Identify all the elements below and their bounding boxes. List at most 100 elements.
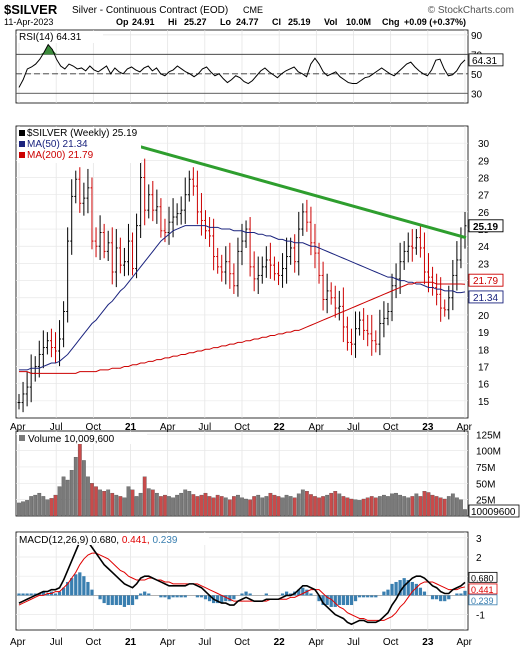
volume-bar [94, 486, 98, 517]
volume-bar [288, 496, 293, 517]
macd-histogram-bar [147, 593, 151, 596]
quote-value-close: 25.19 [288, 17, 311, 27]
volume-bar [187, 491, 192, 517]
volume-bar [276, 496, 281, 517]
quote-value-open: 24.91 [132, 17, 155, 27]
macd-histogram-bar [167, 595, 171, 600]
macd-histogram-bar [341, 595, 345, 606]
macd-histogram-bar [248, 593, 252, 596]
volume-bar [29, 496, 34, 517]
x-tick-label-price: Apr [160, 422, 176, 433]
volume-bar [110, 492, 115, 517]
volume-bar [167, 496, 171, 517]
macd-histogram-bar [90, 589, 94, 596]
volume-bar [325, 494, 330, 517]
price-tick-label: 15 [478, 397, 490, 408]
price-legend-bg [17, 127, 141, 163]
volume-bar [25, 500, 29, 517]
macd-histogram-bar [199, 595, 204, 598]
volume-bar [252, 496, 257, 517]
macd-histogram-bar [41, 591, 45, 596]
macd-histogram-bar [430, 595, 435, 600]
x-tick-label-macd: Apr [10, 637, 26, 648]
macd-tag-value: 0.239 [471, 596, 494, 606]
volume-bar [69, 470, 74, 517]
macd-line [18, 538, 466, 626]
macd-histogram-bar [443, 595, 447, 602]
volume-bar [191, 494, 196, 517]
macd-histogram-bar [86, 581, 90, 596]
vol-legend: Volume 10,009,600 [28, 434, 115, 445]
volume-bar [382, 494, 386, 517]
x-tick-label-price: 23 [422, 422, 434, 433]
x-tick-label-macd: 23 [422, 637, 434, 648]
volume-bar [333, 491, 338, 517]
volume-bar [223, 497, 228, 517]
macd-histogram-bar [410, 581, 414, 596]
x-tick-label-price: Jul [198, 422, 211, 433]
price-tick-label: 23 [478, 259, 490, 270]
vol-current-value: 10009600 [471, 507, 516, 518]
macd-histogram-bar [203, 595, 208, 600]
macd-tag [468, 583, 498, 595]
quote-label-low: Lo [220, 17, 231, 27]
quote-label-chg: Chg [382, 17, 400, 27]
price-legend-entry: MA(50) 21.34 [27, 139, 88, 150]
volume-bar [434, 496, 439, 517]
macd-histogram-bar [102, 595, 106, 604]
macd-histogram-bar [139, 593, 143, 596]
price-tag-value: 25.19 [473, 222, 498, 233]
volume-bar [260, 497, 265, 517]
volume-bar [394, 492, 398, 517]
macd-histogram-bar [130, 595, 135, 606]
macd-histogram-bar [122, 595, 127, 607]
price-legend-entry: $SILVER (Weekly) 25.19 [27, 128, 138, 139]
x-tick-label-price: Apr [456, 422, 472, 433]
macd-histogram-bar [78, 572, 82, 596]
volume-bar [280, 497, 285, 517]
macd-histogram-bar [264, 593, 268, 596]
ma200-line [19, 281, 466, 374]
x-tick-label-macd: Oct [234, 637, 250, 648]
volume-bar [296, 493, 301, 517]
macd-histogram-bar [82, 576, 86, 596]
quote-value-low: 24.77 [236, 17, 259, 27]
macd-histogram-bar [422, 591, 427, 596]
volume-bar [86, 476, 90, 517]
volume-bar [264, 496, 269, 517]
macd-histogram-bar [240, 593, 244, 596]
price-tick-label: 28 [478, 174, 490, 185]
macd-histogram-bar [321, 595, 325, 606]
volume-bar [146, 488, 151, 517]
vol-legend-bg [17, 432, 147, 444]
price-tick-label: 29 [478, 156, 490, 167]
x-tick-label-price: 21 [125, 422, 137, 433]
price-tag [468, 273, 504, 287]
macd-histogram-bar [382, 591, 386, 596]
volume-bar [398, 494, 403, 517]
volume-bar [171, 497, 175, 517]
volume-bar [463, 509, 467, 517]
volume-bar [309, 494, 313, 517]
volume-bar [459, 499, 463, 517]
volume-bar [455, 497, 459, 517]
macd-histogram-bar [394, 581, 398, 596]
volume-bar [272, 494, 277, 517]
volume-bar [195, 496, 200, 517]
macd-histogram-bar [175, 595, 179, 598]
x-tick-label-macd: 21 [125, 637, 137, 648]
macd-signal-line [18, 552, 466, 621]
rsi-current-value: 64.31 [472, 56, 497, 67]
header-description: Silver - Continuous Contract (EOD) [72, 5, 228, 16]
macd-histogram-bar [220, 595, 224, 604]
volume-bar [207, 496, 212, 517]
price-tag-value: 21.79 [473, 276, 498, 287]
volume-bar [106, 489, 111, 517]
macd-histogram-bar [284, 591, 289, 596]
quote-value-vol: 10.0M [346, 17, 371, 27]
volume-bar [284, 494, 289, 517]
macd-histogram-bar [171, 595, 175, 598]
volume-bar [236, 494, 240, 517]
macd-tick-label: 2 [476, 553, 482, 564]
price-tick-label: 26 [478, 208, 490, 219]
